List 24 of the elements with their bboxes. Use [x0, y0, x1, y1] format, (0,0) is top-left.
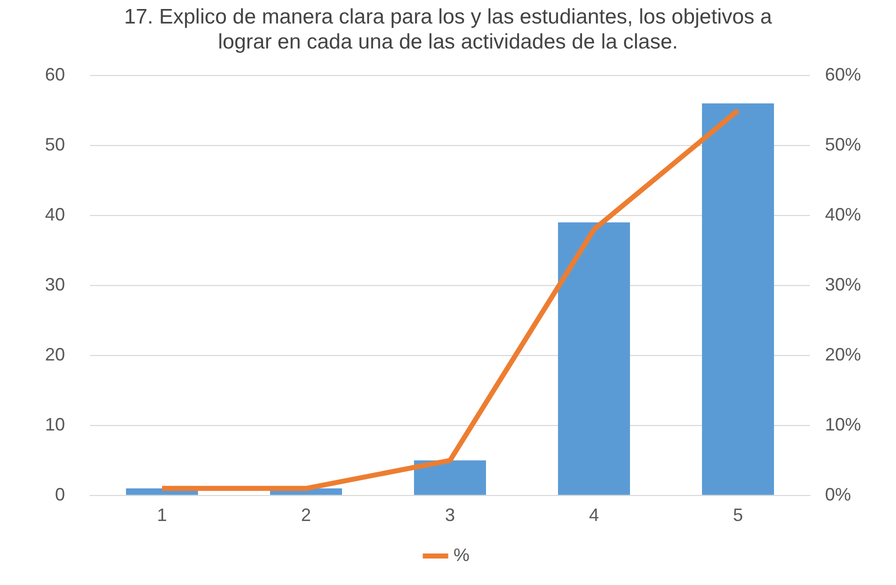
y2-tick-label: 10% — [824, 414, 862, 434]
y-tick-label: 10 — [44, 414, 66, 434]
x-tick-label: 3 — [444, 505, 456, 526]
y-tick-label: 20 — [44, 344, 66, 364]
y-tick-label: 30 — [44, 274, 66, 294]
y2-tick-label: 20% — [824, 344, 862, 364]
y-tick-label: 50 — [44, 134, 66, 154]
bar — [702, 103, 774, 495]
legend-label: % — [454, 544, 470, 565]
bar — [414, 460, 486, 495]
y2-tick-label: 60% — [824, 64, 862, 84]
y2-tick-label: 0% — [824, 484, 851, 504]
bar — [558, 222, 630, 495]
chart-title: 17. Explico de manera clara para los y las estudiantes, los objetivos a lograr en cada una de las actividades de la clase. — [124, 5, 772, 54]
y2-tick-label: 50% — [824, 134, 862, 154]
x-tick-label: 1 — [157, 505, 168, 526]
y2-tick-label: 30% — [824, 274, 862, 294]
y2-tick-label: 40% — [824, 204, 862, 224]
y-tick-label: 40 — [44, 204, 66, 224]
y-tick-label: 0 — [55, 484, 66, 504]
x-tick-label: 4 — [588, 505, 599, 526]
x-tick-label: 2 — [301, 505, 312, 526]
y-tick-label: 60 — [44, 64, 66, 84]
x-tick-label: 5 — [732, 505, 743, 526]
